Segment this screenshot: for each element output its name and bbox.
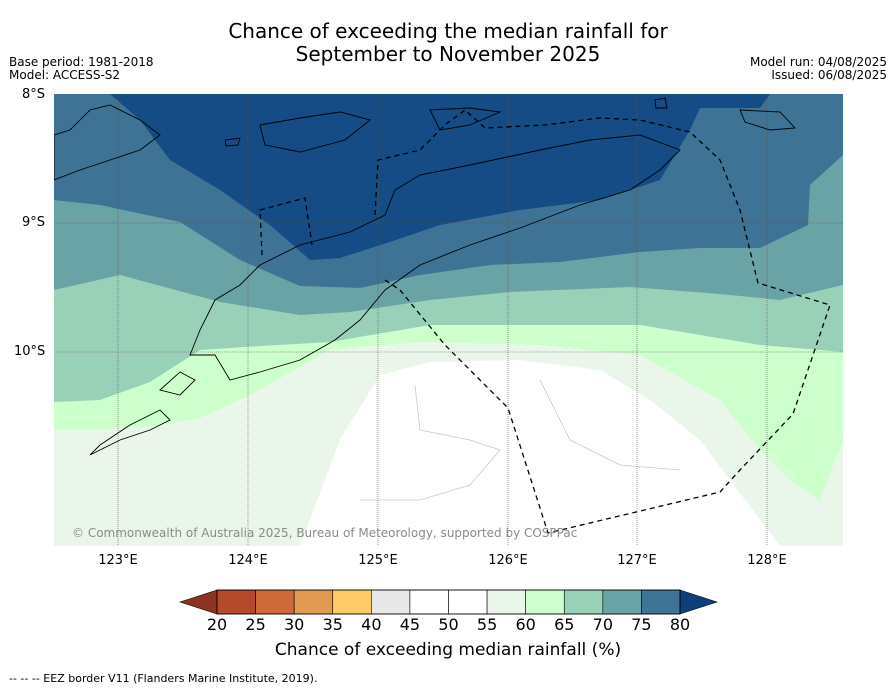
copyright-text: © Commonwealth of Australia 2025, Bureau… xyxy=(72,526,578,540)
issued-date: Issued: 06/08/2025 xyxy=(771,68,887,82)
colorbar-tick-label: 75 xyxy=(631,615,652,634)
eez-legend-note: -- -- -- EEZ border V11 (Flanders Marine… xyxy=(9,672,318,685)
model-run: Model run: 04/08/2025 xyxy=(749,55,887,69)
timor-coast xyxy=(189,134,681,381)
lon-label-124e: 124°E xyxy=(228,553,268,568)
lon-label-126e: 126°E xyxy=(488,553,528,568)
colorbar-cell xyxy=(525,589,565,615)
meta-right: Model run: 04/08/2025 Issued: 06/08/2025 xyxy=(750,56,887,82)
base-period: Base period: 1981-2018 xyxy=(9,55,154,69)
colorbar-tick-label: 30 xyxy=(283,615,305,634)
chart-title: Chance of exceeding the median rainfall … xyxy=(0,20,896,66)
lon-label-125e: 125°E xyxy=(358,553,398,568)
colorbar-tick-label: 45 xyxy=(399,615,421,634)
model-name: Model: ACCESS-S2 xyxy=(9,68,121,82)
colorbar-low-arrow xyxy=(179,589,218,615)
colorbar xyxy=(179,589,718,615)
colorbar-tick-label: 80 xyxy=(669,615,691,634)
colorbar-cell xyxy=(448,589,488,615)
colorbar-cell xyxy=(255,589,295,615)
colorbar-high-arrow xyxy=(679,589,718,615)
colorbar-cell xyxy=(332,589,372,615)
colorbar-cell xyxy=(293,589,334,615)
eez-border xyxy=(259,109,831,534)
colorbar-cell xyxy=(641,589,681,615)
semau-island xyxy=(159,371,196,396)
lat-label-10s: 10°S xyxy=(14,344,46,359)
colorbar-tick-label: 35 xyxy=(322,615,343,634)
small-island-1 xyxy=(654,97,668,109)
rote-island xyxy=(89,409,171,456)
colorbar-title: Chance of exceeding median rainfall (%) xyxy=(274,640,622,660)
zone-80-plus xyxy=(54,94,770,260)
lon-label-128e: 128°E xyxy=(747,553,787,568)
colorbar-tick-label: 60 xyxy=(515,615,536,634)
colorbar-cell xyxy=(563,589,604,615)
lat-label-9s: 9°S xyxy=(22,215,46,230)
zone-50-55 xyxy=(300,360,780,546)
lon-label-123e: 123°E xyxy=(98,553,138,568)
colorbar-tick-label: 40 xyxy=(361,615,382,634)
colorbar-tick-label: 55 xyxy=(476,615,498,634)
colorbar-tick-label: 50 xyxy=(438,615,459,634)
colorbar-tick-label: 65 xyxy=(554,615,575,634)
flores-coast xyxy=(54,104,161,181)
small-island-3 xyxy=(224,137,241,147)
title-line-2: September to November 2025 xyxy=(295,42,601,66)
colorbar-tick-label: 70 xyxy=(592,615,613,634)
small-island-2 xyxy=(739,109,796,131)
colorbar-cell xyxy=(216,589,256,615)
colorbar-cell xyxy=(409,589,449,615)
colorbar-cell xyxy=(486,589,526,615)
lat-label-8s: 8°S xyxy=(22,87,46,102)
colorbar-cell xyxy=(371,589,411,615)
alor-island xyxy=(259,111,371,153)
colorbar-cell xyxy=(602,589,642,615)
colorbar-tick-label: 20 xyxy=(206,615,228,634)
wetar-island xyxy=(429,107,502,131)
lon-label-127e: 127°E xyxy=(617,553,657,568)
meta-left: Base period: 1981-2018 Model: ACCESS-S2 xyxy=(9,56,154,82)
colorbar-tick-label: 25 xyxy=(245,615,266,634)
title-line-1: Chance of exceeding the median rainfall … xyxy=(228,19,668,43)
